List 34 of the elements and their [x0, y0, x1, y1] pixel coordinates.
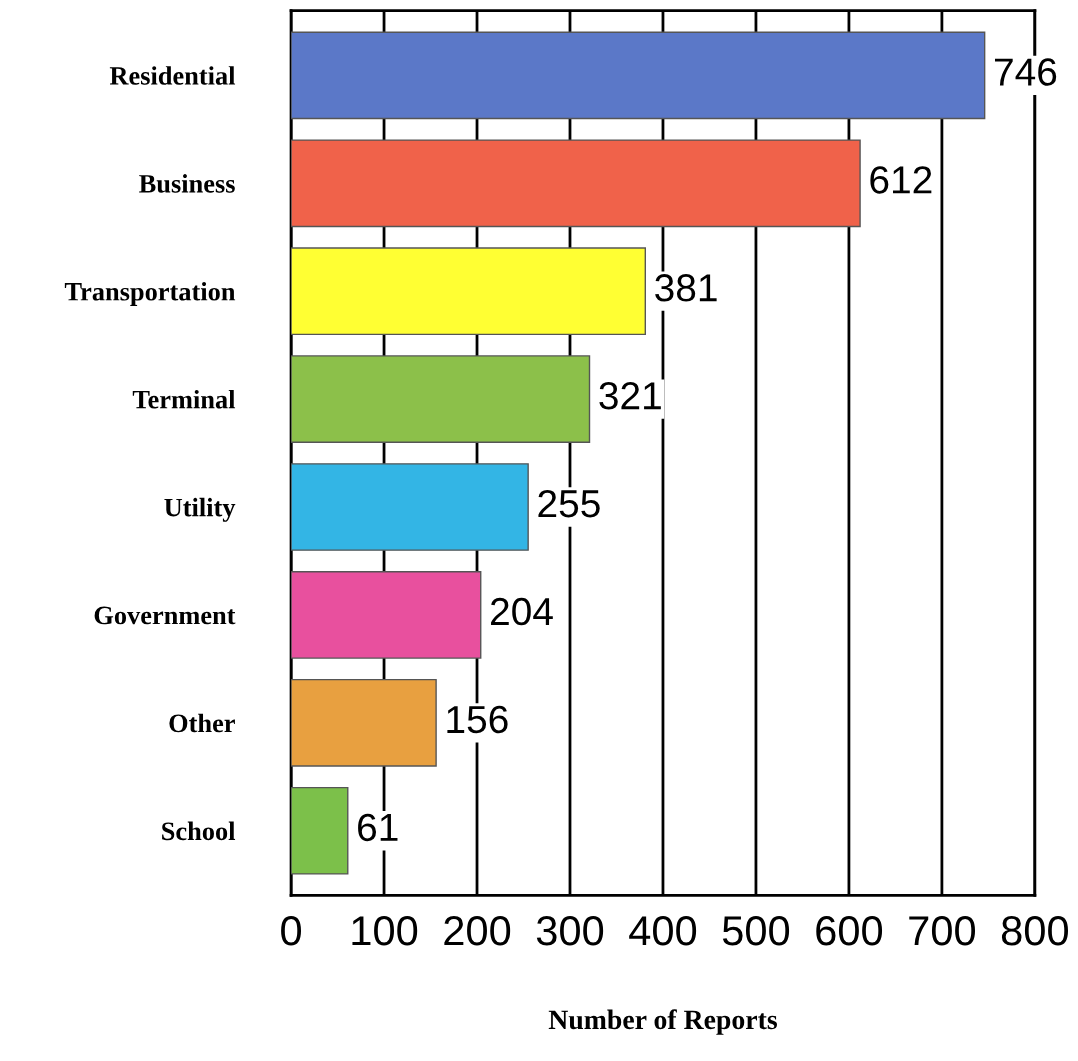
data-label: 381 [655, 274, 717, 302]
y-tick-label: Residential [109, 66, 236, 85]
y-tick-label: Government [94, 606, 236, 625]
bar [291, 31, 986, 120]
bar [291, 355, 591, 443]
y-tick-label: School [162, 821, 236, 841]
bar [291, 139, 861, 228]
bar [291, 571, 482, 659]
bar [291, 678, 437, 767]
x-tick-label: 800 [1001, 916, 1069, 946]
bar [291, 247, 646, 336]
y-tick-label: Business [139, 174, 235, 193]
x-tick-label: 200 [444, 916, 511, 946]
data-label: 612 [870, 166, 932, 194]
data-label: 204 [491, 597, 553, 626]
x-tick-label: 400 [629, 916, 697, 946]
data-label: 156 [447, 705, 508, 734]
y-tick-label: Terminal [132, 389, 236, 409]
data-label: 746 [995, 58, 1057, 86]
x-tick-label: 500 [722, 916, 790, 946]
bar [291, 786, 349, 875]
y-tick-label: Transportation [64, 282, 236, 306]
y-tick-label: Utility [164, 497, 236, 522]
y-tick-label: Other [169, 713, 235, 733]
bar [291, 463, 529, 551]
x-tick-label: 0 [281, 916, 302, 946]
data-label: 255 [538, 489, 600, 518]
x-tick-label: 300 [536, 916, 604, 946]
data-label: 61 [358, 813, 398, 842]
x-axis-title: Number of Reports [548, 1009, 777, 1035]
data-label: 321 [599, 381, 661, 410]
x-tick-label: 100 [352, 916, 418, 946]
x-tick-label: 600 [816, 916, 883, 946]
x-tick-label: 700 [909, 916, 976, 946]
